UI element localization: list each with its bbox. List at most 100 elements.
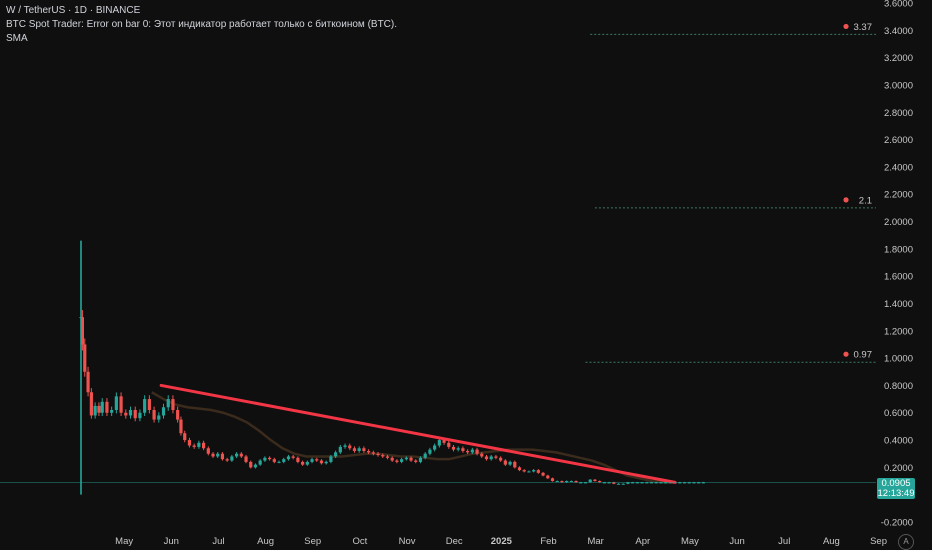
candle-body [385,456,390,458]
candle-body [631,482,635,484]
candle-body [541,472,545,476]
candle-body [258,460,262,465]
candle-body [598,481,602,483]
current-price-badge: 0.0905 12:13:49 [877,478,915,499]
candle-body [626,482,630,484]
candle-body [114,396,118,411]
y-tick-label: 3.4000 [884,26,913,37]
candle-body [546,475,550,479]
candle-body [357,448,361,451]
candle-body [286,456,291,460]
candle-body [171,399,175,411]
candle-body [291,456,295,458]
candle-body [414,460,418,462]
candle-body [239,453,243,457]
x-tick-label: Apr [635,536,650,547]
candle-body [329,456,333,462]
candle-body [480,453,484,457]
indicator-error-text[interactable]: BTC Spot Trader: Error on bar 0: Этот ин… [6,19,398,30]
y-tick-label: 1.8000 [884,244,913,255]
candle-body [579,482,583,484]
candle-body [555,481,559,483]
sma-indicator-label[interactable]: SMA [6,33,28,44]
candle-body [80,317,85,345]
candle-body [536,470,540,473]
candle-body [602,482,606,484]
x-tick-label: Feb [540,536,556,547]
x-tick-label: Jun [729,536,744,547]
candle-body [447,442,451,447]
candle-body [574,481,578,483]
candle-body [343,445,347,447]
candle-body [532,470,536,472]
y-tick-label: 2.2000 [884,190,913,201]
candle-body [192,445,196,447]
candle-body [390,457,394,461]
candle-body [225,459,229,461]
target-marker-icon [843,351,849,357]
candle-body [621,483,625,485]
chart-legend: W / TetherUS · 1D · BINANCE BTC Spot Tra… [6,4,397,46]
auto-scale-button[interactable]: A [898,534,914,550]
candle-body [409,457,413,461]
x-tick-label: Oct [353,536,368,547]
x-tick-label: 2025 [491,536,513,547]
y-tick-label: 0.8000 [884,381,913,392]
target-lines: 3.37 2.1 0.97 [585,22,876,363]
candle-body [86,371,90,393]
x-tick-label: Mar [587,536,603,547]
candle-body [404,457,408,460]
y-tick-label: 2.8000 [884,108,913,119]
candle-body [437,440,441,446]
candle-body [461,448,465,451]
bar-countdown: 12:13:49 [877,488,915,499]
candle-body [367,450,371,453]
x-tick-label: Aug [257,536,274,547]
candle-body [635,482,639,484]
candle-body [161,407,166,416]
candle-body [484,456,489,460]
x-tick-label: Dec [446,536,463,547]
y-tick-label: 0.4000 [884,436,913,447]
sma-line [151,391,676,484]
target-label: 3.37 [854,22,873,33]
candle-body [645,482,649,484]
candle-body [253,464,258,468]
x-tick-label: Jul [212,536,224,547]
candle-body [97,405,101,413]
candle-body [234,453,239,457]
candle-body [319,460,324,464]
y-tick-label: 2.6000 [884,135,913,146]
target-marker-icon [843,23,849,30]
candle-body [612,482,616,484]
candle-body [268,457,272,460]
target-marker-icon [843,197,849,203]
y-axis-labels: -0.2000 0.2000 0.4000 0.6000 0.8000 1.0000 1.2… [881,0,913,529]
descending-trendline[interactable] [159,383,677,484]
candle-body [133,410,137,419]
candle-body [513,461,517,468]
candle-body [305,461,309,465]
candle-body [282,459,286,462]
candle-body [583,482,588,484]
y-tick-label: 3.6000 [884,0,913,10]
trendline-layer[interactable] [159,383,677,484]
candle-body [230,456,234,461]
candle-body [433,445,437,450]
candle-body [83,344,87,372]
x-tick-label: May [115,536,133,547]
candle-body [324,461,328,464]
y-tick-label: 3.0000 [884,80,913,91]
candle-body [272,459,276,462]
candle-body [143,399,147,413]
candle-body [442,440,446,443]
candle-body [588,479,592,483]
sma-layer [151,391,676,484]
symbol-title[interactable]: W / TetherUS · 1D · BINANCE [6,5,141,16]
candle-body [489,456,493,460]
candle-body [138,412,142,419]
x-tick-label: Nov [399,536,416,547]
candle-body [277,461,281,463]
candle-body [263,457,267,461]
